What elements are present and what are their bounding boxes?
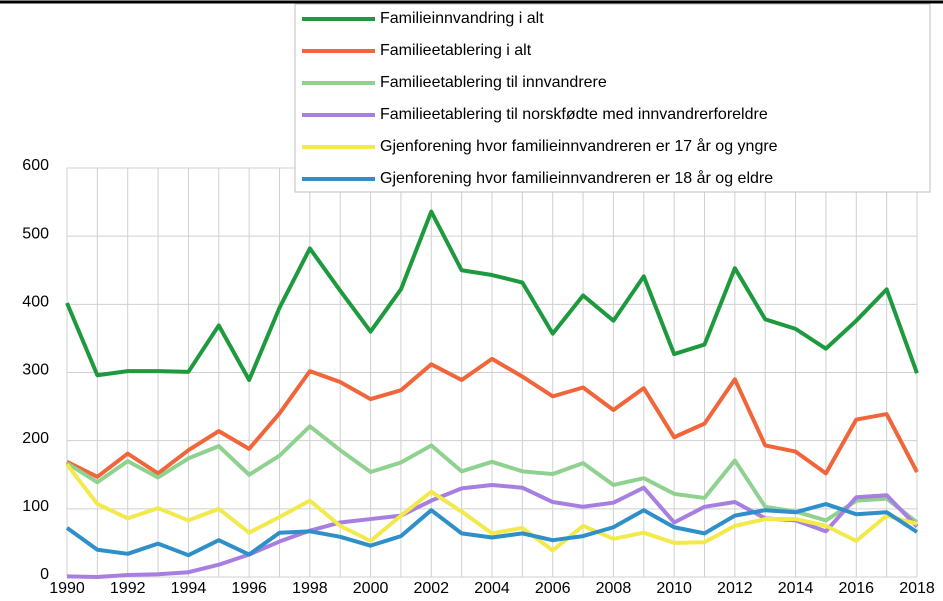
- y-tick-label: 200: [22, 430, 49, 447]
- x-tick-label: 1998: [292, 580, 328, 597]
- x-tick-label: 2008: [596, 580, 632, 597]
- x-tick-label: 2012: [717, 580, 753, 597]
- legend: Familieinnvandring i alt Familieetablerin…: [294, 3, 931, 193]
- series-line: [65, 209, 919, 382]
- x-tick-label: 1990: [49, 580, 85, 597]
- legend-label: Familieetablering til norskfødte med inn…: [380, 106, 768, 123]
- y-tick-label: 300: [22, 362, 49, 379]
- series-line: [65, 502, 919, 558]
- y-tick-label: 600: [22, 157, 49, 174]
- labels: 0 100 200 300 400 500 600 1990 1992 1994 1996 1998 2…: [22, 157, 935, 597]
- x-tick-label: 2018: [899, 580, 935, 597]
- series-line: [65, 424, 919, 525]
- y-tick-label: 500: [22, 225, 49, 242]
- x-tick-label: 1996: [231, 580, 267, 597]
- legend-label: Gjenforening hvor familieinnvandreren er…: [380, 137, 778, 155]
- x-tick-label: 2000: [353, 580, 389, 597]
- x-tick-label: 1994: [171, 580, 207, 597]
- y-tick-label: 400: [22, 294, 49, 311]
- legend-label: Familieinnvandring i alt: [380, 10, 544, 27]
- legend-box: [294, 3, 931, 193]
- x-tick-label: 2004: [474, 580, 510, 597]
- y-tick-label: 0: [40, 566, 49, 583]
- grid: [66, 167, 918, 578]
- x-tick-label: 2014: [778, 580, 814, 597]
- legend-label: Familieetablering til innvandrere: [380, 74, 607, 91]
- series-line: [65, 463, 918, 553]
- x-tick-label: 2002: [413, 580, 449, 597]
- legend-label: Gjenforening hvor familieinnvandreren er…: [380, 169, 773, 187]
- legend-label: Familieetablering i alt: [380, 42, 532, 59]
- y-tick-label: 100: [22, 498, 49, 515]
- x-tick-label: 2010: [656, 580, 692, 597]
- x-tick-label: 2016: [838, 580, 874, 597]
- lines: [65, 209, 919, 579]
- x-tick-label: 1992: [110, 580, 146, 597]
- x-tick-label: 2006: [535, 580, 571, 597]
- series-line: [66, 356, 919, 479]
